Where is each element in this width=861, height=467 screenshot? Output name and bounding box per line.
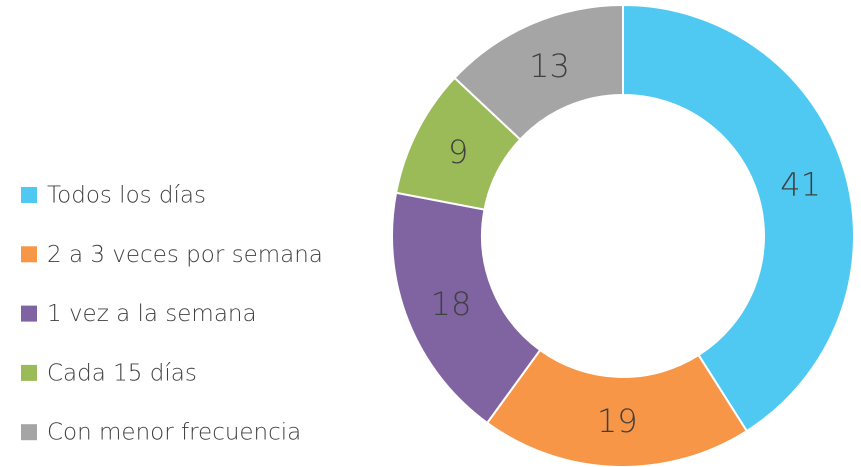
data-label: 19: [597, 402, 638, 440]
legend-label: Todos los días: [47, 183, 206, 209]
legend-label: 1 vez a la semana: [47, 301, 257, 327]
legend-label: 2 a 3 veces por semana: [47, 242, 323, 268]
data-label: 13: [529, 47, 570, 85]
legend-swatch: [21, 246, 37, 263]
slice: [622, 3, 855, 433]
data-label: 18: [431, 285, 472, 323]
data-label: 9: [448, 133, 468, 171]
legend-label: Con menor frecuencia: [47, 420, 301, 446]
legend-label: Cada 15 días: [47, 360, 197, 386]
legend-swatch: [21, 364, 37, 381]
data-label: 41: [780, 165, 821, 203]
legend-swatch: [21, 305, 37, 322]
legend-swatch: [21, 424, 37, 441]
slice: [453, 3, 624, 141]
legend-swatch: [21, 187, 37, 203]
